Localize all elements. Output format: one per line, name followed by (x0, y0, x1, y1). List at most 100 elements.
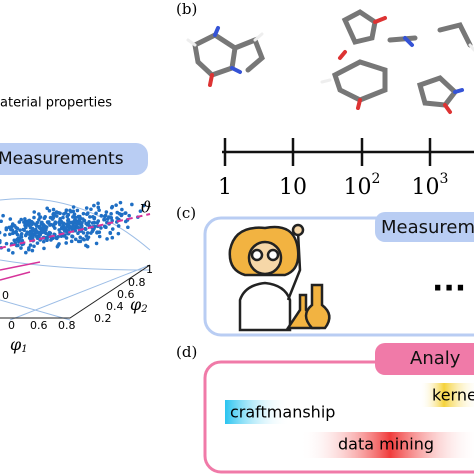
scatter-dot (23, 233, 28, 238)
axis-subscript: 1 (21, 344, 27, 355)
scale-label: 103 (412, 171, 449, 200)
scatter-dot (141, 203, 146, 208)
scatter-dot (85, 231, 90, 235)
scatter-dot (41, 229, 46, 234)
scatter-dot (48, 215, 53, 220)
scatter-dot (20, 238, 25, 243)
scatter-dot (82, 218, 87, 223)
scatter-dot (19, 233, 23, 238)
scatter-dot (110, 235, 115, 240)
scatter-cloud (0, 200, 146, 255)
tick: 0.6 (30, 319, 48, 332)
scatter-dot (65, 214, 70, 219)
left-panel: aterial properties Measurements ϑ 0 0 0.… (0, 96, 153, 355)
scatter-dot (35, 220, 40, 225)
scatter-dot (16, 236, 21, 240)
scatter-dot (58, 211, 62, 216)
scale-label: 10 (279, 175, 307, 200)
scatter-dot (24, 250, 28, 255)
scatter-dot (94, 211, 98, 216)
panel-d: (d) Analy kerne craftmanship data mining (176, 343, 474, 474)
scatter-dot (80, 220, 84, 225)
scatter-dot (72, 219, 77, 223)
scatter-dot (35, 224, 39, 228)
tag-bg (420, 383, 474, 407)
tick: 0 (2, 289, 9, 302)
scatter-dot (88, 215, 92, 219)
molecules (186, 9, 474, 114)
scatter-dot (0, 239, 2, 243)
tag: craftmanship (230, 403, 335, 422)
scatter-dot (97, 234, 102, 239)
scatter-dot (89, 207, 93, 212)
scatter-dot (49, 238, 53, 242)
scatter-dot (47, 230, 52, 235)
scatter-dot (71, 205, 76, 209)
scatter-dot (45, 206, 49, 211)
scatter-dot (61, 221, 66, 225)
badge-bg (375, 212, 474, 242)
tick: 0 (8, 319, 15, 332)
scatter-dot (57, 220, 61, 225)
scatter-dot (72, 212, 77, 217)
scatter-dot (76, 225, 80, 230)
scatter-dot (126, 225, 130, 230)
scatter-dot (3, 233, 7, 237)
scientist-icon (228, 223, 331, 332)
panel-label: (c) (176, 204, 196, 222)
scatter-dot (73, 237, 78, 242)
scatter-dot (79, 224, 84, 229)
scatter-dot (8, 232, 12, 237)
scatter-dot (92, 216, 97, 221)
dashed-line (0, 213, 151, 249)
scatter-dot (85, 237, 90, 241)
scatter-dot (38, 215, 42, 219)
scatter-dot (28, 232, 32, 237)
scatter-dot (123, 211, 128, 215)
scatter-dot (45, 236, 49, 241)
tag: data mining (338, 435, 434, 454)
scatter-dot (48, 223, 52, 227)
scatter-dot (84, 221, 88, 226)
ellipsis: ... (432, 264, 466, 299)
badge: Measurements (0, 149, 124, 169)
scatter-dot (114, 203, 118, 207)
axis-label: φ1 (10, 335, 28, 355)
scatter-dot (53, 221, 58, 226)
scatter-dot (118, 200, 123, 205)
scatter-dot (28, 243, 33, 247)
axis-subscript: 2 (140, 304, 147, 315)
scatter-dot (99, 213, 104, 218)
panel-frame (203, 216, 474, 337)
scatter-dot (109, 205, 114, 210)
scatter-dot (55, 244, 60, 249)
scatter-dot (109, 216, 114, 220)
scatter-dot (47, 208, 52, 213)
scatter-dot (96, 201, 100, 206)
scatter-dot (116, 231, 121, 236)
scatter-dot (19, 217, 24, 222)
scatter-dot (64, 208, 69, 213)
scatter-dot (9, 226, 13, 230)
scatter-dot (30, 248, 35, 253)
scatter-dot (38, 232, 43, 237)
scatter-dot (97, 208, 101, 213)
scatter-dot (23, 223, 27, 228)
scatter-dot (85, 211, 90, 216)
scatter-dot (19, 246, 23, 250)
scale: 1 10 102 103 (218, 138, 448, 200)
scatter-dot (70, 234, 74, 238)
scatter-dot (25, 221, 30, 225)
scatter-dot (35, 241, 40, 245)
scatter-dot (62, 229, 67, 233)
scatter-dot (4, 241, 9, 246)
scatter-dot (27, 246, 31, 250)
scale-exponent: 2 (372, 171, 381, 187)
scatter-dot (75, 208, 80, 213)
scatter-dot (17, 220, 22, 224)
scatter-dot (68, 208, 72, 213)
scatter-dot (138, 209, 143, 213)
scatter-dot (12, 238, 17, 243)
scatter-dot (21, 227, 26, 232)
